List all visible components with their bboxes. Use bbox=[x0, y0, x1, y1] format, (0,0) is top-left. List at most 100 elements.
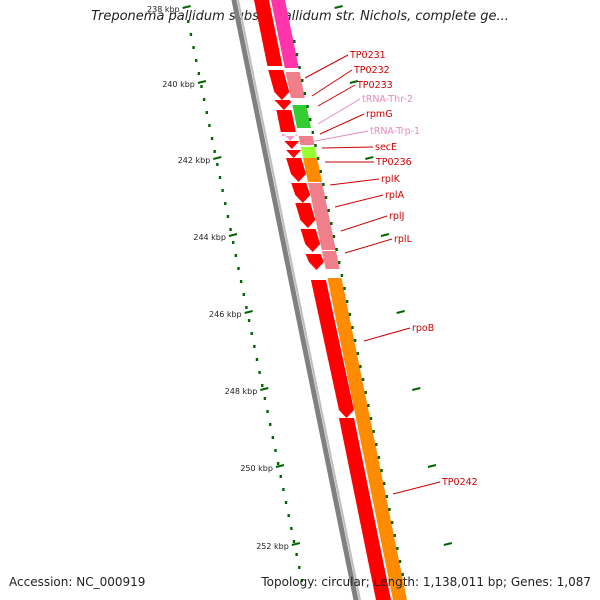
scale-dot-right bbox=[353, 339, 357, 342]
gene-tp0231-arrow bbox=[254, 0, 283, 66]
scale-dot-left bbox=[255, 358, 259, 361]
scale-dot-left bbox=[242, 293, 245, 296]
gene-tp0236-arrow bbox=[286, 158, 307, 182]
cog-rplk-bar bbox=[303, 158, 323, 182]
gene-label: rpmG bbox=[366, 109, 393, 120]
gene-label-leader bbox=[392, 481, 441, 495]
gene-label: tRNA-Thr-2 bbox=[362, 94, 413, 105]
scale-dot-right bbox=[306, 105, 309, 108]
scale-dot-right bbox=[348, 313, 352, 316]
scale-dot-right bbox=[314, 144, 317, 147]
gene-label: TP0236 bbox=[375, 157, 412, 168]
scale-dot-left bbox=[224, 202, 227, 205]
scale-dot-left bbox=[205, 111, 208, 114]
gene-rplj-arrow bbox=[300, 229, 321, 252]
scale-dot-left bbox=[253, 345, 256, 348]
scale-dot-right bbox=[316, 157, 320, 160]
scale-dot-right bbox=[398, 560, 402, 563]
accession-text: Accession: NC_000919 bbox=[9, 575, 146, 589]
scale-dot-left bbox=[284, 501, 288, 504]
scale-dot-right bbox=[322, 183, 325, 186]
scale-dot-left bbox=[271, 436, 275, 439]
scale-dot-left bbox=[300, 579, 304, 582]
scale-dot-right bbox=[345, 300, 349, 303]
cog-rpmg-bar bbox=[292, 105, 312, 128]
scale-dot-right bbox=[390, 521, 394, 524]
scale-dot-right bbox=[338, 261, 341, 264]
gene-rplk-arrow bbox=[291, 183, 311, 203]
scale-dot-left bbox=[200, 85, 203, 88]
scale-dot-right bbox=[380, 469, 383, 472]
kbp-major-tick-right bbox=[365, 156, 374, 160]
gene-label-leader bbox=[340, 215, 388, 232]
scale-dot-right bbox=[401, 573, 404, 576]
scale-dot-left bbox=[247, 319, 251, 322]
scale-dot-left bbox=[192, 46, 195, 49]
gene-label-leader bbox=[304, 130, 369, 144]
scale-dot-right bbox=[372, 430, 375, 433]
scale-dot-right bbox=[311, 131, 315, 134]
gene-label-leader bbox=[363, 327, 411, 342]
scale-dot-left bbox=[237, 267, 240, 270]
kbp-major-tick-right bbox=[334, 5, 343, 9]
gene-label-leader bbox=[344, 238, 393, 254]
scale-dot-right bbox=[332, 235, 336, 238]
scale-dot-left bbox=[292, 540, 296, 543]
scale-dot-left bbox=[274, 449, 277, 452]
scale-dot-right bbox=[356, 352, 359, 355]
cog-rpob-bar bbox=[327, 278, 407, 600]
scale-dot-right bbox=[301, 79, 304, 82]
gene-label: TP0231 bbox=[349, 50, 386, 61]
gene-label: secE bbox=[375, 142, 397, 153]
scale-dot-left bbox=[258, 371, 261, 374]
scale-dot-left bbox=[218, 176, 222, 179]
scale-dot-left bbox=[282, 488, 285, 491]
cog-sece-bar bbox=[298, 136, 315, 145]
kbp-label: 238 kbp bbox=[147, 5, 180, 14]
gene-label-leader bbox=[319, 113, 365, 135]
kbp-label: 252 kbp bbox=[256, 542, 289, 551]
kbp-label: 250 kbp bbox=[240, 464, 273, 473]
kbp-major-tick-right bbox=[412, 387, 421, 391]
scale-dot-left bbox=[213, 150, 216, 153]
scale-dot-left bbox=[239, 280, 243, 283]
scale-dot-right bbox=[340, 274, 344, 277]
kbp-major-tick-right bbox=[443, 542, 453, 546]
scale-dot-left bbox=[268, 423, 272, 426]
scale-dot-right bbox=[319, 170, 322, 173]
gene-label: TP0232 bbox=[353, 65, 390, 76]
gene-label: tRNA-Trp-1 bbox=[370, 126, 420, 137]
scale-dot-right bbox=[385, 495, 389, 498]
gene-label: rpoB bbox=[412, 323, 434, 334]
scale-dot-right bbox=[367, 404, 370, 407]
scale-dot-right bbox=[330, 222, 333, 225]
scale-dot-left bbox=[276, 462, 280, 465]
gene-label-leader bbox=[329, 178, 380, 186]
scale-dot-left bbox=[295, 553, 298, 556]
scale-dot-left bbox=[194, 59, 198, 62]
scale-dot-right bbox=[298, 66, 301, 69]
kbp-label: 244 kbp bbox=[193, 233, 226, 242]
scale-dot-right bbox=[377, 456, 381, 459]
gene-rpla-arrow bbox=[295, 203, 316, 228]
scale-dot-right bbox=[327, 209, 330, 212]
scale-dot-left bbox=[245, 306, 248, 309]
scale-dot-left bbox=[189, 33, 193, 36]
kbp-major-tick-right bbox=[380, 233, 390, 237]
gene-label: rplA bbox=[385, 190, 405, 201]
gene-label-leader bbox=[321, 146, 374, 149]
scale-dot-right bbox=[382, 482, 386, 485]
scale-dot-right bbox=[335, 248, 338, 251]
gene-label-leader bbox=[311, 69, 353, 97]
kbp-major-tick bbox=[291, 542, 301, 546]
cog-tp0232-bar bbox=[285, 72, 305, 98]
kbp-label: 242 kbp bbox=[178, 156, 211, 165]
gene-label: TP0233 bbox=[356, 80, 393, 91]
scale-dot-left bbox=[261, 384, 264, 387]
backbone-shadow bbox=[236, 0, 362, 600]
scale-dot-left bbox=[197, 72, 201, 75]
scale-dot-left bbox=[287, 514, 290, 517]
scale-dot-left bbox=[234, 254, 238, 257]
